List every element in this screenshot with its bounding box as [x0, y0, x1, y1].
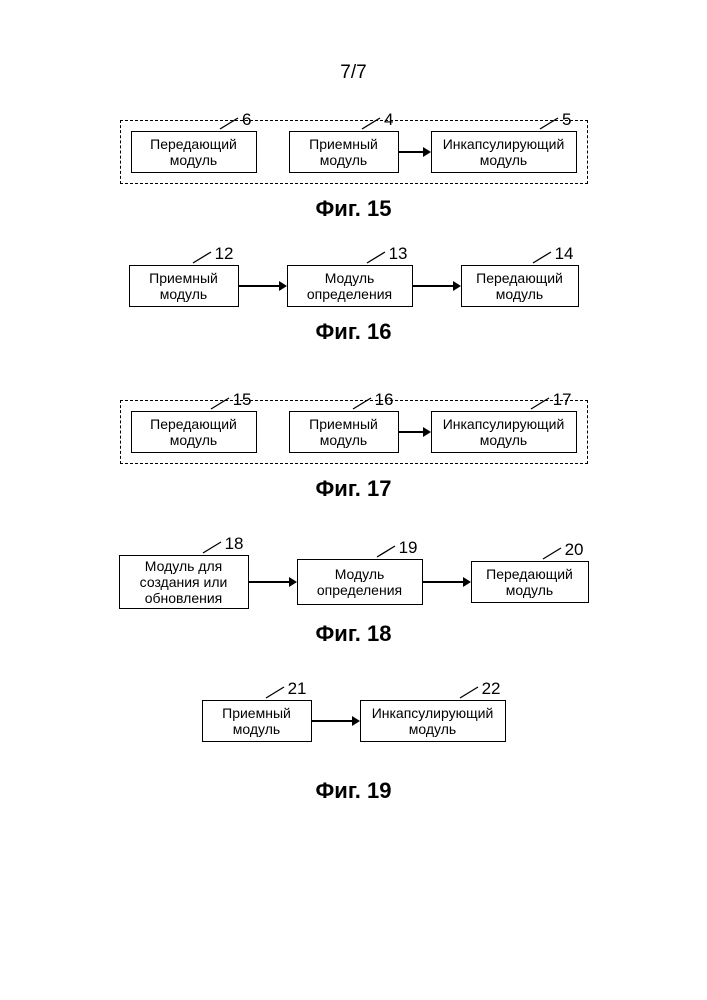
fig19-box-0: Приемныймодуль21	[202, 700, 312, 742]
page: 7/7 Передающиймодуль6Приемныймодуль4Инка…	[0, 0, 707, 1000]
fig17-box-2: Инкапсулирующиймодуль17	[431, 411, 577, 453]
fig18-row: Модуль длясоздания илиобновления18Модуль…	[119, 555, 589, 609]
fig15-row: Передающиймодуль6 Приемныймодуль4 Инкапсул…	[120, 120, 588, 184]
fig19-row: Приемныймодуль21 Инкапсулирующиймодуль22	[202, 700, 506, 742]
fig15-box-2: Инкапсулирующиймодуль5	[431, 131, 577, 173]
box-label: Приемныймодуль	[222, 705, 291, 737]
fig17-row: Передающиймодуль15 Приемныймодуль16 Инкапс…	[120, 400, 588, 464]
box-label: Приемныймодуль	[309, 416, 378, 448]
fig16-caption: Фиг. 16	[129, 319, 579, 345]
fig15-box-0: Передающиймодуль6	[131, 131, 257, 173]
box-label: Модуль длясоздания илиобновления	[140, 558, 228, 606]
arrow-right-icon	[423, 575, 471, 589]
reference-label: 21	[264, 679, 307, 699]
reference-label: 16	[351, 390, 394, 410]
fig16-box-1: Модульопределения13	[287, 265, 413, 307]
reference-label: 13	[365, 244, 408, 264]
fig17: Передающиймодуль15 Приемныймодуль16 Инкапс…	[120, 400, 588, 502]
box-label: Модульопределения	[317, 566, 402, 598]
fig17-box-1: Приемныймодуль16	[289, 411, 399, 453]
fig18-caption: Фиг. 18	[119, 621, 589, 647]
reference-label: 6	[218, 110, 251, 130]
fig15-caption: Фиг. 15	[120, 196, 588, 222]
fig15-box-1: Приемныймодуль4	[289, 131, 399, 173]
reference-label: 14	[531, 244, 574, 264]
arrow-right-icon	[239, 279, 287, 293]
fig19-box-1: Инкапсулирующиймодуль22	[360, 700, 506, 742]
reference-label: 5	[538, 110, 571, 130]
fig17-box-0: Передающиймодуль15	[131, 411, 257, 453]
reference-label: 18	[201, 534, 244, 554]
reference-label: 12	[191, 244, 234, 264]
arrow-right-icon	[399, 425, 431, 439]
box-label: Модульопределения	[307, 270, 392, 302]
box-label: Инкапсулирующиймодуль	[372, 705, 494, 737]
page-number: 7/7	[0, 62, 707, 84]
box-label: Передающиймодуль	[150, 416, 237, 448]
box-label: Передающиймодуль	[486, 566, 573, 598]
reference-label: 17	[529, 390, 572, 410]
reference-label: 4	[360, 110, 393, 130]
box-label: Передающиймодуль	[476, 270, 563, 302]
arrow-right-icon	[399, 145, 431, 159]
reference-label: 20	[541, 540, 584, 560]
fig18-box-1: Модульопределения19	[297, 559, 423, 605]
fig16: Приемныймодуль12 Модульопределения13 Перед…	[129, 265, 579, 345]
fig16-box-2: Передающиймодуль14	[461, 265, 579, 307]
fig16-box-0: Приемныймодуль12	[129, 265, 239, 307]
fig18-box-0: Модуль длясоздания илиобновления18	[119, 555, 249, 609]
fig18: Модуль длясоздания илиобновления18Модуль…	[119, 555, 589, 647]
arrow-right-icon	[249, 575, 297, 589]
fig15: Передающиймодуль6 Приемныймодуль4 Инкапсул…	[120, 120, 588, 222]
fig19-caption: Фиг. 19	[202, 778, 506, 804]
reference-label: 19	[375, 538, 418, 558]
fig17-caption: Фиг. 17	[120, 476, 588, 502]
box-label: Передающиймодуль	[150, 136, 237, 168]
fig19: Приемныймодуль21 Инкапсулирующиймодуль22 Ф…	[202, 700, 506, 804]
box-label: Приемныймодуль	[149, 270, 218, 302]
box-label: Приемныймодуль	[309, 136, 378, 168]
fig18-box-2: Передающиймодуль20	[471, 561, 589, 603]
arrow-right-icon	[413, 279, 461, 293]
arrow-right-icon	[312, 714, 360, 728]
box-label: Инкапсулирующиймодуль	[443, 416, 565, 448]
fig16-row: Приемныймодуль12 Модульопределения13 Перед…	[129, 265, 579, 307]
box-label: Инкапсулирующиймодуль	[443, 136, 565, 168]
reference-label: 15	[209, 390, 252, 410]
reference-label: 22	[458, 679, 501, 699]
